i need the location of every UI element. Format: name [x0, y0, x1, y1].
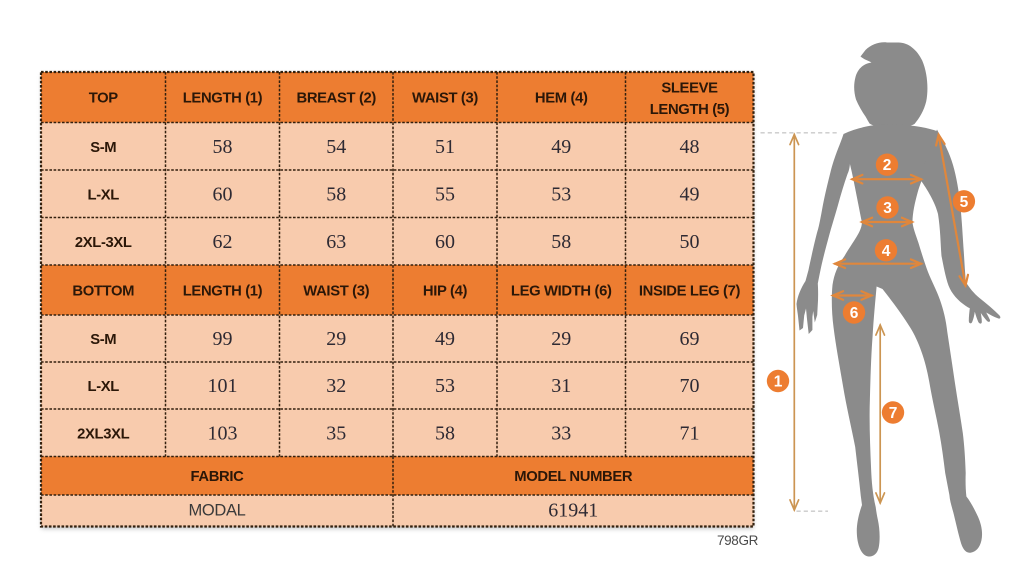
- svg-text:MODAL: MODAL: [189, 502, 246, 520]
- svg-text:HIP (4): HIP (4): [423, 284, 468, 300]
- svg-text:2: 2: [883, 157, 892, 174]
- svg-text:99: 99: [213, 328, 233, 350]
- svg-text:31: 31: [551, 375, 571, 397]
- svg-text:58: 58: [213, 136, 233, 158]
- svg-text:BOTTOM: BOTTOM: [72, 284, 134, 300]
- svg-text:L-XL: L-XL: [88, 187, 120, 203]
- svg-text:49: 49: [680, 183, 700, 205]
- svg-text:WAIST (3): WAIST (3): [303, 284, 369, 300]
- svg-text:HEM (4): HEM (4): [535, 91, 588, 107]
- svg-text:SLEEVE: SLEEVE: [661, 81, 718, 97]
- svg-text:54: 54: [326, 136, 346, 158]
- svg-text:MODEL NUMBER: MODEL NUMBER: [514, 469, 633, 485]
- svg-text:29: 29: [551, 328, 571, 350]
- svg-text:32: 32: [326, 375, 346, 397]
- svg-text:33: 33: [551, 422, 571, 444]
- svg-text:58: 58: [326, 183, 346, 205]
- svg-text:TOP: TOP: [89, 91, 119, 107]
- svg-text:70: 70: [680, 375, 700, 397]
- svg-text:60: 60: [213, 183, 233, 205]
- svg-text:48: 48: [680, 136, 700, 158]
- svg-text:1: 1: [774, 374, 783, 391]
- svg-text:BREAST (2): BREAST (2): [296, 91, 376, 107]
- svg-text:4: 4: [882, 243, 891, 260]
- svg-text:58: 58: [551, 231, 571, 253]
- svg-text:50: 50: [680, 231, 700, 253]
- svg-text:2XL-3XL: 2XL-3XL: [75, 235, 132, 251]
- svg-text:LENGTH (1): LENGTH (1): [183, 284, 263, 300]
- svg-text:S-M: S-M: [90, 332, 116, 348]
- svg-text:62: 62: [213, 231, 233, 253]
- svg-text:51: 51: [435, 136, 455, 158]
- svg-text:49: 49: [551, 136, 571, 158]
- svg-text:INSIDE LEG (7): INSIDE LEG (7): [639, 284, 741, 300]
- svg-text:LEG WIDTH (6): LEG WIDTH (6): [511, 284, 612, 300]
- svg-text:49: 49: [435, 328, 455, 350]
- svg-text:S-M: S-M: [90, 140, 116, 156]
- svg-text:29: 29: [326, 328, 346, 350]
- svg-text:LENGTH (5): LENGTH (5): [650, 102, 730, 118]
- svg-text:69: 69: [680, 328, 700, 350]
- svg-text:71: 71: [680, 422, 700, 444]
- svg-text:6: 6: [850, 305, 859, 322]
- svg-text:103: 103: [208, 422, 238, 444]
- svg-text:53: 53: [551, 183, 571, 205]
- svg-text:63: 63: [326, 231, 346, 253]
- svg-text:3: 3: [883, 200, 892, 217]
- svg-text:798GR: 798GR: [717, 533, 759, 548]
- svg-text:53: 53: [435, 375, 455, 397]
- svg-text:55: 55: [435, 183, 455, 205]
- svg-text:58: 58: [435, 422, 455, 444]
- svg-text:L-XL: L-XL: [88, 379, 120, 395]
- svg-text:101: 101: [208, 375, 238, 397]
- svg-text:60: 60: [435, 231, 455, 253]
- svg-text:2XL3XL: 2XL3XL: [77, 426, 129, 442]
- svg-text:35: 35: [326, 422, 346, 444]
- svg-text:7: 7: [889, 405, 898, 422]
- svg-text:WAIST (3): WAIST (3): [412, 91, 478, 107]
- svg-text:5: 5: [960, 194, 969, 211]
- svg-text:FABRIC: FABRIC: [191, 469, 245, 485]
- svg-text:61941: 61941: [548, 500, 598, 522]
- svg-text:LENGTH (1): LENGTH (1): [183, 91, 263, 107]
